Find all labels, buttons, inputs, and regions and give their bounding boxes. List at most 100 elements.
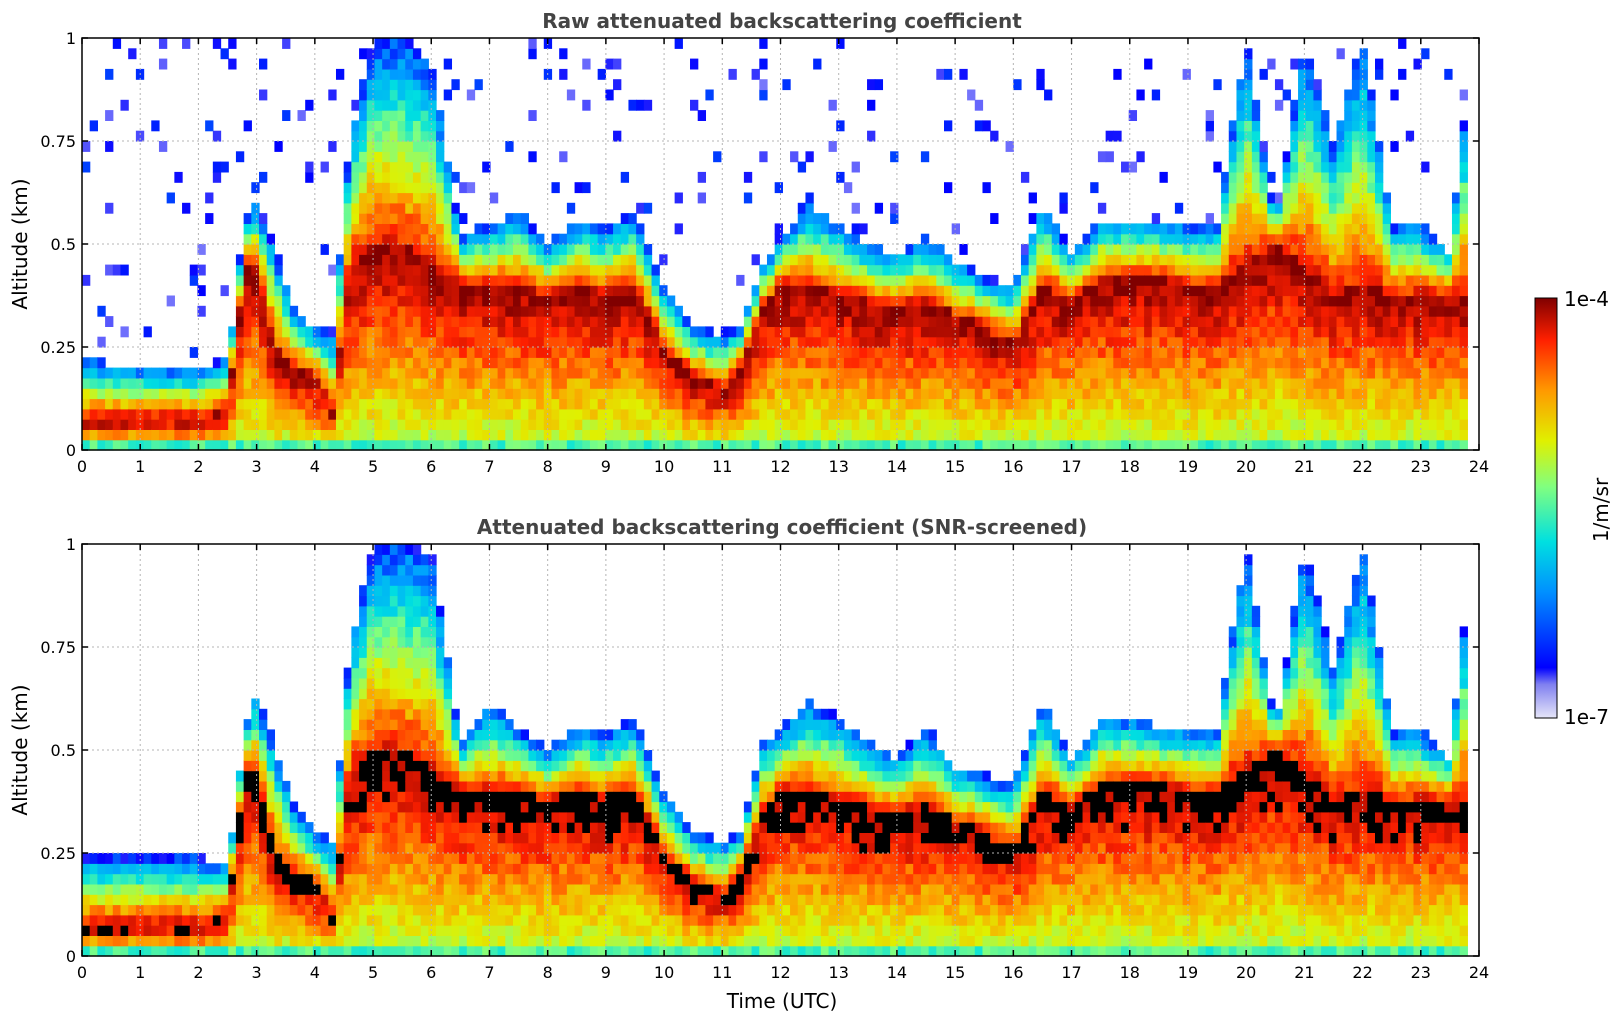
heatmap-cell xyxy=(751,367,760,379)
heatmap-cell xyxy=(251,357,260,369)
heatmap-cell xyxy=(420,68,429,80)
heatmap-cell xyxy=(282,357,291,369)
heatmap-cell xyxy=(990,419,999,430)
heatmap-cell xyxy=(1359,408,1368,420)
heatmap-cell xyxy=(874,305,884,317)
heatmap-cell xyxy=(1459,439,1468,451)
heatmap-cell xyxy=(805,326,814,338)
heatmap-cell xyxy=(1298,233,1307,245)
heatmap-cell xyxy=(605,274,614,286)
heatmap-cell xyxy=(235,811,245,823)
heatmap-cell xyxy=(397,79,406,91)
heatmap-cell xyxy=(1336,439,1345,451)
heatmap-cell xyxy=(890,419,899,430)
heatmap-cell xyxy=(374,120,383,132)
heatmap-cell xyxy=(697,336,707,348)
heatmap-cell xyxy=(128,914,137,926)
heatmap-cell xyxy=(1451,347,1461,358)
heatmap-cell xyxy=(443,398,453,410)
heatmap-cell xyxy=(412,935,422,947)
heatmap-cell xyxy=(128,439,137,451)
heatmap-cell xyxy=(443,192,453,204)
heatmap-cell xyxy=(836,367,845,379)
heatmap-cell xyxy=(628,316,637,327)
heatmap-cell xyxy=(405,120,414,132)
heatmap-cell xyxy=(405,729,414,741)
heatmap-cell xyxy=(1136,336,1145,348)
heatmap-cell xyxy=(1213,347,1222,358)
heatmap-cell xyxy=(666,326,676,338)
heatmap-cell xyxy=(1359,161,1368,173)
heatmap-cell xyxy=(1298,68,1307,80)
heatmap-cell xyxy=(713,151,722,163)
heatmap-cell xyxy=(1298,367,1307,379)
heatmap-cell xyxy=(713,377,722,389)
heatmap-cell xyxy=(520,408,529,420)
heatmap-cell xyxy=(112,873,122,885)
heatmap-cell xyxy=(405,254,414,266)
heatmap-cell xyxy=(782,316,791,327)
heatmap-cell xyxy=(382,564,391,576)
heatmap-cell xyxy=(374,408,383,420)
heatmap-cell xyxy=(359,842,368,854)
heatmap-cell xyxy=(1367,213,1376,224)
heatmap-cell xyxy=(874,367,884,379)
heatmap-cell xyxy=(843,419,853,430)
heatmap-cell xyxy=(643,377,653,389)
heatmap-cell xyxy=(1020,357,1030,369)
heatmap-cell xyxy=(1390,285,1399,297)
heatmap-cell xyxy=(643,357,653,369)
heatmap-cell xyxy=(366,780,376,792)
heatmap-cell xyxy=(297,894,306,906)
heatmap-cell xyxy=(374,254,383,266)
heatmap-cell xyxy=(651,377,660,389)
heatmap-cell xyxy=(1428,326,1438,338)
heatmap-cell xyxy=(212,408,222,420)
heatmap-cell xyxy=(1390,254,1399,266)
heatmap-cell xyxy=(797,419,807,430)
heatmap-cell xyxy=(466,439,476,451)
heatmap-cell xyxy=(1259,388,1268,400)
heatmap-cell xyxy=(1105,223,1114,235)
heatmap-cell xyxy=(1005,419,1014,430)
heatmap-cell xyxy=(1167,285,1176,297)
heatmap-cell xyxy=(589,439,599,451)
heatmap-cell xyxy=(805,274,814,286)
heatmap-cell xyxy=(1259,419,1268,430)
heatmap-cell xyxy=(1313,388,1322,400)
heatmap-cell xyxy=(1321,305,1330,317)
heatmap-cell xyxy=(559,377,568,389)
heatmap-cell xyxy=(251,863,260,875)
heatmap-cell xyxy=(382,367,391,379)
heatmap-cell xyxy=(936,305,945,317)
heatmap-cell xyxy=(774,285,783,297)
heatmap-cell xyxy=(628,305,637,317)
heatmap-cell xyxy=(320,832,329,844)
heatmap-cell xyxy=(1444,377,1453,389)
heatmap-cell xyxy=(905,377,914,389)
heatmap-cell xyxy=(282,38,291,49)
heatmap-cell xyxy=(1205,233,1214,245)
heatmap-cell xyxy=(1113,408,1122,420)
heatmap-cell xyxy=(359,605,368,617)
heatmap-cell xyxy=(1005,316,1014,327)
heatmap-cell xyxy=(382,264,391,276)
heatmap-cell xyxy=(828,254,837,266)
heatmap-cell xyxy=(158,408,168,420)
heatmap-cell xyxy=(1367,305,1376,317)
heatmap-cell xyxy=(1282,89,1291,101)
heatmap-cell xyxy=(859,347,868,358)
heatmap-cell xyxy=(228,357,237,369)
heatmap-cell xyxy=(451,367,460,379)
heatmap-cell xyxy=(489,398,499,410)
heatmap-cell xyxy=(520,305,529,317)
heatmap-cell xyxy=(620,316,630,327)
heatmap-cell xyxy=(151,429,160,441)
heatmap-cell xyxy=(428,223,437,235)
heatmap-cell xyxy=(1097,429,1107,441)
heatmap-cell xyxy=(628,377,637,389)
heatmap-cell xyxy=(1097,295,1107,307)
heatmap-cell xyxy=(559,398,568,410)
heatmap-cell xyxy=(836,38,845,49)
heatmap-cell xyxy=(1290,357,1299,369)
